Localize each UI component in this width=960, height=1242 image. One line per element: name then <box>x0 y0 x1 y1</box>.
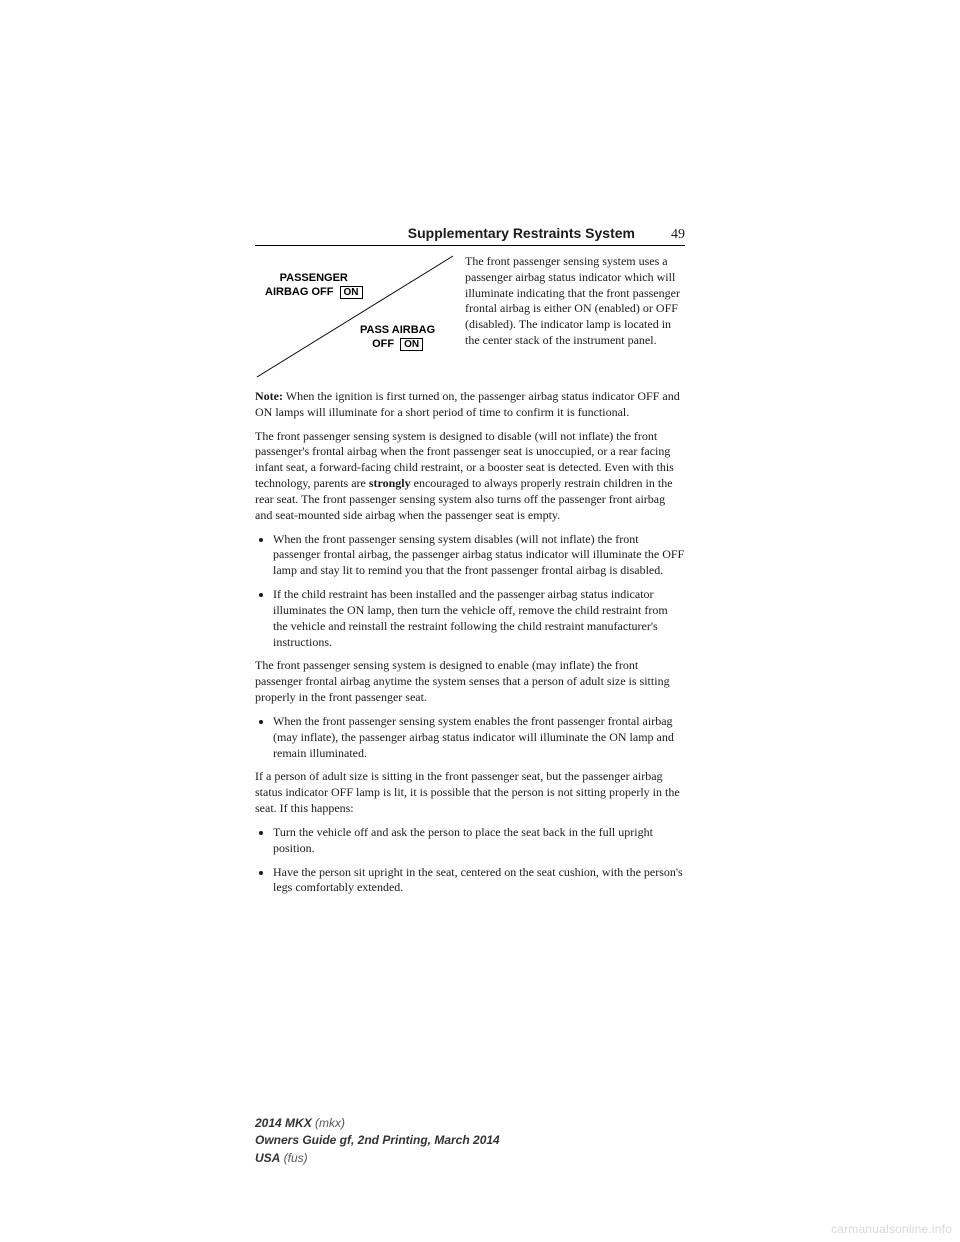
note-paragraph: Note: When the ignition is first turned … <box>255 389 685 421</box>
bullet-sit-centered: Have the person sit upright in the seat,… <box>273 865 685 897</box>
airbag-indicator-diagram: PASSENGER AIRBAG OFF ON PASS AIRBAG OFF … <box>255 254 455 379</box>
diagram-label2-line2: OFF ON <box>360 338 435 352</box>
watermark-text: carmanualsonline.info <box>831 1222 952 1236</box>
note-label: Note: <box>255 389 283 403</box>
footer-line-2: Owners Guide gf, 2nd Printing, March 201… <box>255 1132 500 1149</box>
bullet-off-lamp: When the front passenger sensing system … <box>273 532 685 579</box>
footer-model-code: (mkx) <box>312 1116 345 1130</box>
diagram-label1-on-box: ON <box>340 286 363 299</box>
p2-strong: strongly <box>369 476 411 490</box>
page-content: Supplementary Restraints System 49 PASSE… <box>255 225 685 904</box>
paragraph-enable: The front passenger sensing system is de… <box>255 658 685 705</box>
bullet-seat-upright: Turn the vehicle off and ask the person … <box>273 825 685 857</box>
header-title: Supplementary Restraints System <box>408 225 635 241</box>
paragraph-adult-off: If a person of adult size is sitting in … <box>255 769 685 816</box>
bullet-child-restraint: If the child restraint has been installe… <box>273 587 685 650</box>
note-text: When the ignition is first turned on, th… <box>255 389 680 419</box>
intro-paragraph: The front passenger sensing system uses … <box>465 254 685 379</box>
page-header: Supplementary Restraints System 49 <box>255 225 685 246</box>
diagram-label1-prefix: AIRBAG OFF <box>265 286 333 298</box>
diagram-label1-line2: AIRBAG OFF ON <box>265 286 363 300</box>
footer-market-code: (fus) <box>280 1151 307 1165</box>
intro-row: PASSENGER AIRBAG OFF ON PASS AIRBAG OFF … <box>255 254 685 379</box>
diagram-label-passenger: PASSENGER AIRBAG OFF ON <box>265 272 363 300</box>
page-footer: 2014 MKX (mkx) Owners Guide gf, 2nd Prin… <box>255 1115 500 1167</box>
bullet-on-lamp: When the front passenger sensing system … <box>273 714 685 761</box>
bullet-list-3: Turn the vehicle off and ask the person … <box>255 825 685 896</box>
diagram-label2-prefix: OFF <box>372 338 394 350</box>
footer-model: 2014 MKX <box>255 1116 312 1130</box>
page-number: 49 <box>671 227 685 243</box>
footer-line-3: USA (fus) <box>255 1150 500 1167</box>
bullet-list-1: When the front passenger sensing system … <box>255 532 685 651</box>
diagram-label2-on-box: ON <box>400 338 423 351</box>
diagram-label1-line1: PASSENGER <box>265 272 363 286</box>
footer-line-1: 2014 MKX (mkx) <box>255 1115 500 1132</box>
footer-market: USA <box>255 1151 280 1165</box>
paragraph-disable: The front passenger sensing system is de… <box>255 429 685 524</box>
bullet-list-2: When the front passenger sensing system … <box>255 714 685 761</box>
diagram-label2-line1: PASS AIRBAG <box>360 324 435 338</box>
diagram-label-pass-airbag: PASS AIRBAG OFF ON <box>360 324 435 352</box>
